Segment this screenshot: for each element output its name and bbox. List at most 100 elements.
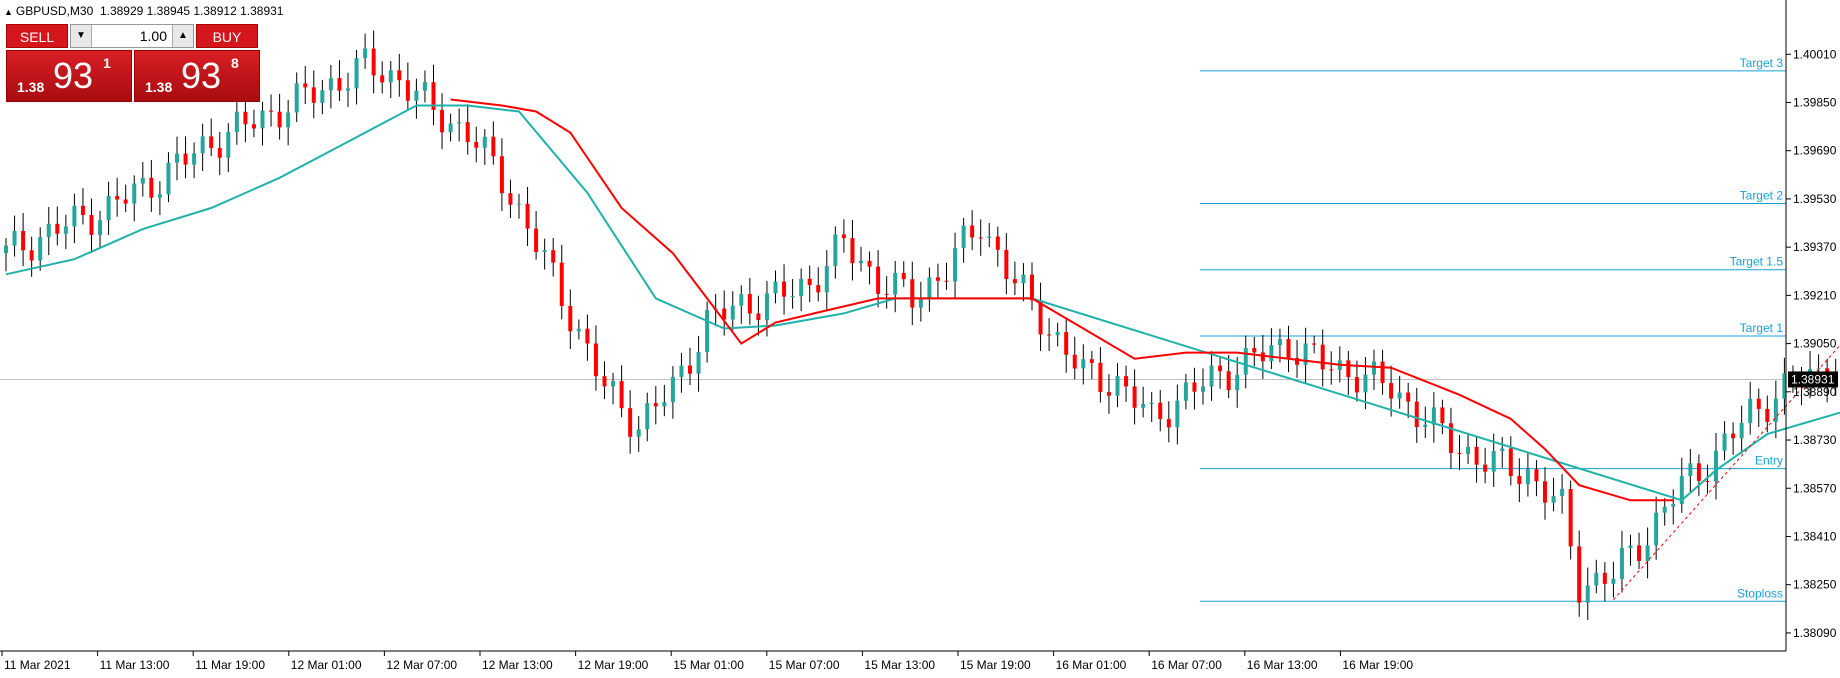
bull-candle-body [448, 123, 453, 133]
candle [1124, 365, 1129, 402]
bear-candle-body [756, 313, 761, 320]
sell-price-prefix: 1.38 [17, 79, 45, 95]
bear-candle-body [1577, 546, 1582, 603]
bear-candle-body [1731, 433, 1736, 439]
buy-price-pips: 93 [181, 55, 222, 96]
candle [559, 244, 564, 320]
candle [98, 210, 103, 248]
bear-candle-body [1406, 392, 1411, 402]
bear-candle-body [850, 238, 855, 264]
bull-candle-body [1594, 572, 1599, 586]
candle [525, 186, 530, 246]
bear-candle-body [1064, 332, 1069, 355]
bull-candle-body [1372, 361, 1376, 375]
candle [653, 386, 658, 425]
candle [824, 250, 829, 311]
bear-candle-body [1260, 352, 1265, 362]
bull-candle-body [414, 90, 419, 101]
candle [1671, 489, 1676, 525]
bear-candle-body [525, 203, 530, 229]
candle [1098, 347, 1103, 403]
bear-candle-body [1448, 423, 1453, 453]
candle [850, 220, 855, 281]
y-tick-label: 1.40010 [1793, 47, 1837, 61]
candle [799, 268, 804, 312]
collapse-triangle-icon[interactable]: ▲ [4, 7, 13, 17]
candle [508, 179, 513, 218]
buy-price-button[interactable]: 1.38 93 8 [134, 50, 260, 102]
candle [46, 207, 51, 256]
candle [534, 211, 539, 260]
bear-candle-body [816, 285, 821, 293]
lot-size-input[interactable] [93, 25, 171, 47]
bear-candle-body [559, 262, 564, 306]
level-label-4: Entry [1755, 454, 1783, 468]
candle [1628, 534, 1633, 566]
bull-candle-body [422, 82, 427, 91]
candle [474, 126, 479, 163]
x-tick-label: 16 Mar 19:00 [1342, 658, 1413, 672]
candle [499, 138, 504, 211]
sell-button[interactable]: SELL [6, 24, 68, 48]
candle [961, 217, 966, 263]
candle [1466, 433, 1471, 465]
candle [953, 232, 958, 299]
bear-candle-body [1295, 357, 1300, 365]
candle [303, 66, 308, 105]
candle [106, 181, 111, 236]
candle [696, 335, 701, 392]
candle [901, 261, 906, 287]
bear-candle-body [602, 376, 607, 387]
bear-candle-body [935, 277, 940, 281]
bull-candle-body [764, 293, 769, 320]
candle [995, 226, 1000, 267]
bear-candle-body [1218, 365, 1223, 372]
y-tick-label: 1.39690 [1793, 144, 1837, 158]
candle [1414, 387, 1419, 443]
candle [1380, 349, 1385, 395]
candle [1679, 457, 1684, 513]
bull-candle-body [1671, 503, 1676, 507]
candle [89, 198, 94, 253]
buy-button[interactable]: BUY [196, 24, 258, 48]
candle [1637, 532, 1642, 569]
bull-candle-body [388, 70, 393, 83]
lot-decrease-icon[interactable]: ▼ [71, 25, 92, 47]
bull-candle-body [1115, 376, 1120, 396]
bear-candle-body [89, 214, 94, 235]
x-tick-label: 12 Mar 19:00 [578, 658, 649, 672]
bull-candle-body [98, 220, 103, 235]
bear-candle-body [491, 136, 496, 157]
lot-increase-icon[interactable]: ▲ [172, 25, 193, 47]
candle [585, 314, 590, 361]
price-axis[interactable]: 1.40010 1.39850 1.39690 1.39530 1.39370 1.392… [1786, 47, 1837, 640]
bull-candle-body [1491, 451, 1496, 472]
candle [337, 60, 342, 102]
candle [807, 265, 812, 303]
bear-candle-body [123, 199, 128, 204]
sell-price-button[interactable]: 1.38 93 1 [6, 50, 132, 102]
candle [1004, 233, 1009, 295]
bull-candle-body [918, 298, 923, 308]
bull-candle-body [790, 296, 795, 298]
candle [867, 251, 872, 285]
time-axis[interactable]: 11 Mar 2021 11 Mar 13:00 11 Mar 19:00 12 Ma… [1, 651, 1413, 672]
bull-candle-body [1551, 495, 1556, 503]
candle [670, 366, 675, 419]
x-tick-label: 16 Mar 13:00 [1247, 658, 1318, 672]
bull-candle-body [38, 237, 43, 261]
bull-candle-body [1773, 398, 1778, 422]
moving-average-fast [5, 104, 1840, 502]
candle [465, 104, 470, 155]
candle [175, 136, 179, 181]
candle [294, 72, 299, 123]
bear-candle-body [1508, 448, 1513, 477]
bull-candle-body [987, 236, 992, 238]
candle [63, 214, 68, 250]
candle [1089, 350, 1094, 380]
candle [1534, 460, 1539, 497]
candle [739, 285, 744, 324]
bear-candle-body [269, 110, 274, 112]
current-price-tag: 1.38931 [1788, 371, 1838, 388]
